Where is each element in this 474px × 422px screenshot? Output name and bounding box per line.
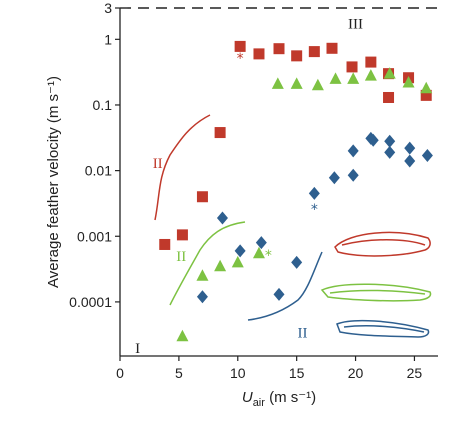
x-tick-label: 5 — [175, 365, 183, 381]
square-point — [234, 40, 246, 52]
diamond-point — [255, 236, 267, 250]
triangle-point — [383, 67, 396, 79]
diamond-point — [291, 255, 303, 269]
y-tick-label: 0.0001 — [69, 294, 112, 310]
asterisk-annotation: * — [311, 202, 318, 218]
square-point — [176, 229, 188, 241]
diamond-point — [308, 186, 320, 200]
triangle-point — [364, 69, 377, 81]
y-tick-label: 1 — [104, 31, 112, 47]
x-axis-title: Uair (m s⁻¹) — [242, 389, 316, 409]
region-label: III — [348, 16, 363, 32]
y-tick-label: 3 — [104, 0, 112, 16]
diamond-point — [384, 145, 396, 159]
diamond-point — [347, 168, 359, 182]
diamond-point — [216, 211, 228, 225]
triangle-point — [311, 78, 324, 91]
triangle-point — [231, 255, 244, 268]
triangle-point — [214, 259, 227, 272]
x-axis-symbol: U — [242, 389, 253, 406]
green-regime-curve — [169, 221, 246, 306]
hysteresis-curves — [154, 114, 432, 338]
square-point — [253, 48, 265, 60]
square-point — [159, 238, 171, 250]
red-regime-curve — [154, 114, 211, 221]
square-point — [214, 127, 226, 139]
triangle-point — [402, 75, 415, 88]
data-marks — [159, 40, 433, 342]
square-point — [346, 61, 358, 73]
triangle-point — [329, 72, 342, 84]
x-tick-label: 20 — [348, 365, 364, 381]
diamond-point — [404, 154, 416, 168]
triangle-point — [176, 329, 189, 342]
square-point — [383, 91, 395, 103]
asterisk-annotation: * — [265, 248, 272, 264]
square-point — [308, 46, 320, 58]
asterisk-annotation: * — [237, 51, 244, 67]
square-point — [291, 50, 303, 62]
diamond-point — [404, 141, 416, 155]
x-tick-label: 15 — [289, 365, 305, 381]
diamond-point — [328, 171, 340, 185]
diamond-point — [273, 287, 285, 301]
region-label: II — [298, 326, 308, 342]
triangle-point — [271, 77, 284, 89]
diamond-point — [196, 290, 208, 304]
square-point — [273, 43, 285, 55]
axes: 0 5 10 15 20 25 0.0001 0.001 0.01 0.1 1 3 Uair (m s⁻… — [45, 0, 438, 409]
x-axis-subscript: air — [253, 397, 266, 409]
region-label: II — [153, 156, 163, 172]
y-axis-title: Average feather velocity (m s⁻¹) — [45, 76, 62, 288]
y-tick-label: 0.001 — [77, 228, 112, 244]
triangle-point — [420, 81, 433, 94]
x-axis-unit: (m s⁻¹) — [265, 389, 316, 406]
triangle-point — [252, 246, 265, 259]
diamond-point — [367, 133, 379, 147]
triangle-point — [347, 72, 360, 84]
blue-loop-shape — [336, 319, 430, 338]
region-label: II — [176, 249, 186, 265]
diamond-point — [234, 244, 246, 258]
square-point — [420, 89, 432, 101]
blue-regime-curve — [247, 251, 323, 321]
square-point — [365, 56, 377, 68]
square-point — [196, 191, 208, 203]
diamond-point — [421, 148, 433, 162]
x-tick-label: 0 — [116, 365, 124, 381]
red-loop-shape — [334, 231, 431, 257]
x-tick-label: 25 — [407, 365, 423, 381]
square-point — [326, 42, 338, 54]
diamond-point — [347, 144, 359, 158]
y-tick-label: 0.1 — [93, 97, 113, 113]
region-label: I — [135, 341, 140, 357]
triangle-point — [196, 269, 209, 281]
x-tick-label: 10 — [230, 365, 246, 381]
green-loop-shape — [320, 283, 432, 302]
triangle-point — [290, 77, 303, 89]
y-tick-label: 0.01 — [85, 163, 112, 179]
diamond-point — [384, 134, 396, 148]
